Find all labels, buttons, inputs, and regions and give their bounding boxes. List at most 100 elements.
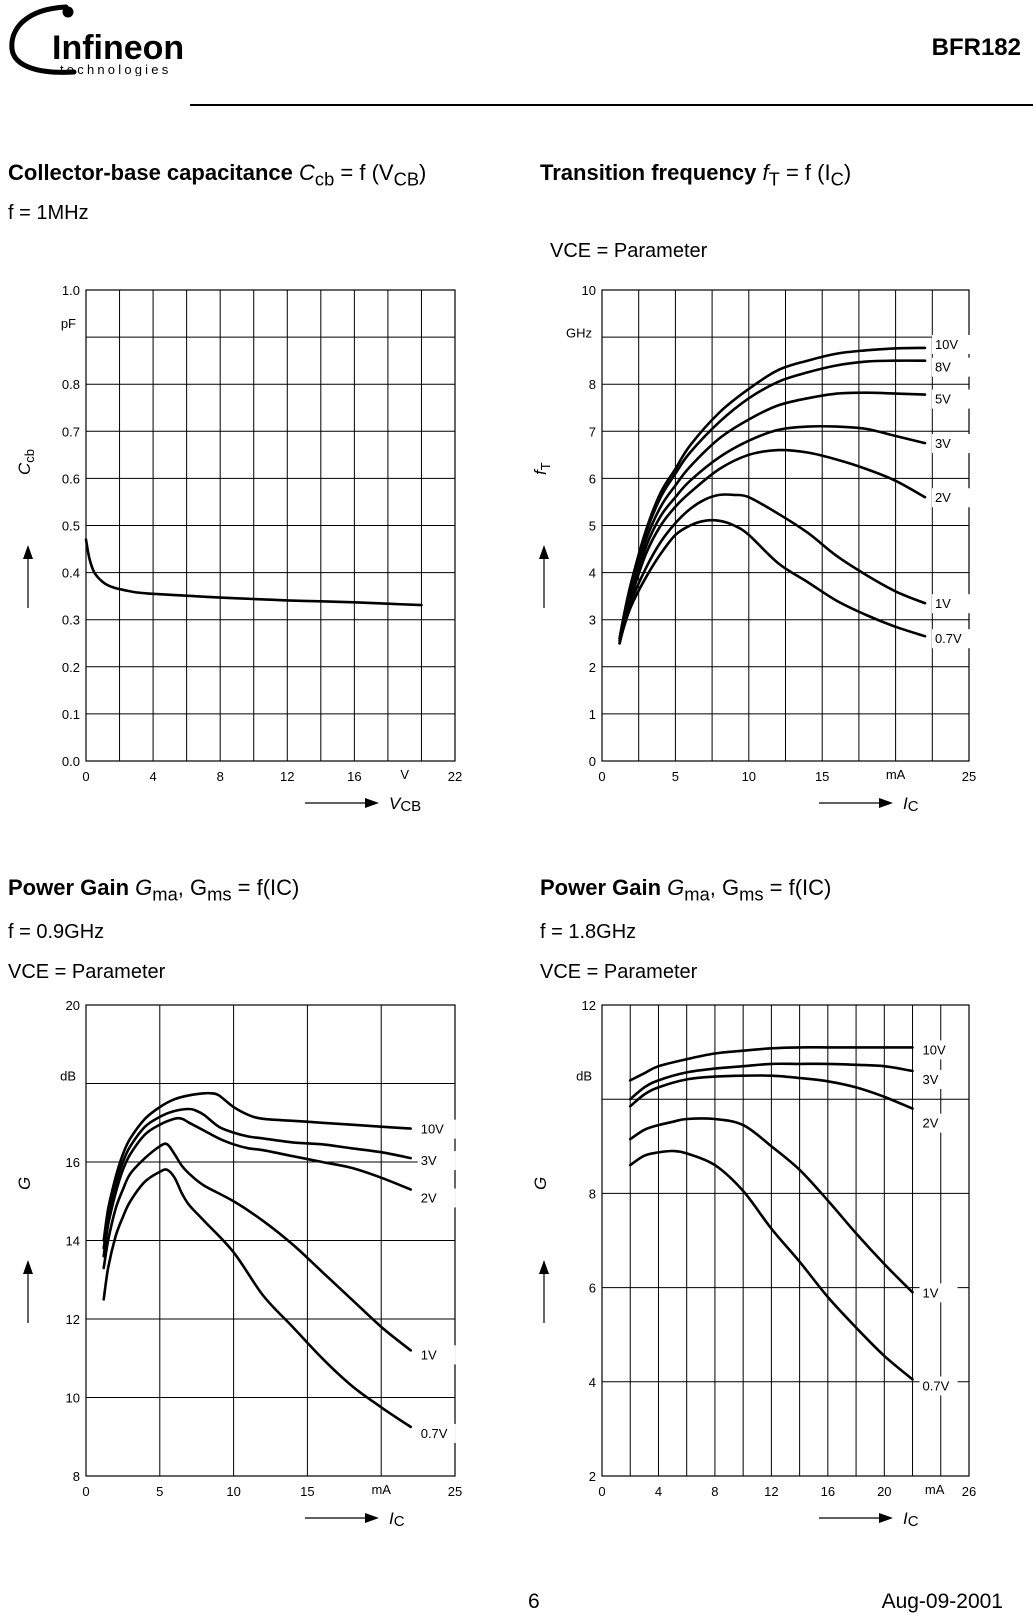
g18-title: Power Gain Gma, Gms = f(IC) bbox=[540, 875, 832, 905]
ft-series-line-3V bbox=[618, 424, 927, 643]
cap-ytick-label: 0.6 bbox=[62, 471, 80, 486]
g09-series-label: 0.7V bbox=[421, 1426, 448, 1441]
ft-series-line-10V bbox=[618, 346, 927, 640]
ft-series-label-bg bbox=[931, 629, 970, 649]
g09-ytick-label: 20 bbox=[66, 1000, 80, 1013]
ft-series-label-bg bbox=[931, 434, 970, 454]
g09-series-label: 2V bbox=[421, 1190, 437, 1205]
ft-xtick-label: 10 bbox=[742, 769, 756, 784]
g09-xtick-label: 15 bbox=[300, 1484, 314, 1499]
g09-series-line-2V bbox=[102, 1116, 412, 1258]
ft-series-label-bg bbox=[931, 389, 970, 409]
cap-xtick-label: 22 bbox=[448, 769, 462, 784]
ft-ytick-label: 3 bbox=[589, 613, 596, 628]
g09-series-label-bg bbox=[417, 1151, 456, 1171]
g18-x-axis-label: IC bbox=[903, 1509, 919, 1530]
ft-title: Transition frequency fT = f (IC) bbox=[540, 160, 852, 190]
ft-y-axis-label: fT bbox=[531, 462, 553, 475]
g18-ytick-label: 6 bbox=[589, 1281, 596, 1296]
g09-x-axis-label: IC bbox=[389, 1509, 405, 1530]
g09-series-label: 3V bbox=[421, 1153, 437, 1168]
cap-xtick-label: 12 bbox=[280, 769, 294, 784]
brand-name: Infineon bbox=[52, 29, 184, 67]
cap-ytick-label: 0.3 bbox=[62, 613, 80, 628]
g18-x-arrow-head-icon bbox=[879, 1513, 893, 1523]
g09-x-axis-sub: C bbox=[394, 1513, 405, 1530]
g09-chart: 8 10 12 14 16 20 0 5 10 15 25 dB mA G IC 10V 3V 2V 1V 0.7V bbox=[15, 1000, 462, 1530]
cap-ytick-label: 0.2 bbox=[62, 660, 80, 675]
cap-frame bbox=[85, 289, 456, 762]
cap-condition: f = 1MHz bbox=[8, 202, 89, 224]
ft-condition: VCE = Parameter bbox=[550, 240, 708, 262]
g18-chart: 2 4 6 8 12 0 4 8 12 16 20 26 dB mA G IC 10V 3V 2V 1V 0.7V bbox=[531, 1000, 976, 1530]
ft-series-line-1V bbox=[618, 493, 927, 645]
ft-ytick-label: 4 bbox=[589, 566, 596, 581]
cap-y-axis-sub: cb bbox=[22, 449, 37, 463]
g18-series-line-0.7V bbox=[628, 1149, 914, 1381]
ft-series-line-0.7V bbox=[618, 518, 927, 645]
g09-series-label: 1V bbox=[421, 1347, 437, 1362]
ft-series-label: 3V bbox=[935, 436, 951, 451]
brand-sub: technologies bbox=[60, 62, 171, 76]
ft-ytick-label: 1 bbox=[589, 707, 596, 722]
ft-series-line-5V bbox=[618, 391, 927, 643]
g09-series-label-bg bbox=[417, 1423, 456, 1443]
g18-frame bbox=[601, 1004, 970, 1477]
cap-ytick-label: 0.4 bbox=[62, 566, 80, 581]
g09-grid bbox=[85, 1004, 456, 1477]
g18-xtick-label: 26 bbox=[962, 1484, 976, 1499]
g09-title: Power Gain Gma, Gms = f(IC) bbox=[8, 875, 300, 905]
g09-ytick-label: 12 bbox=[66, 1312, 80, 1327]
g18-ytick-label: 8 bbox=[589, 1186, 596, 1201]
ft-series-label: 0.7V bbox=[935, 631, 962, 646]
ft-xtick-label: 25 bbox=[962, 769, 976, 784]
ft-series-label-bg bbox=[931, 357, 970, 377]
g09-ytick-label: 8 bbox=[73, 1469, 80, 1484]
g18-y-axis-label: G bbox=[531, 1177, 550, 1190]
ft-ytick-label: 7 bbox=[589, 424, 596, 439]
cap-xtick-label: 0 bbox=[82, 769, 89, 784]
g09-series-label-bg bbox=[417, 1345, 456, 1365]
part-number: BFR182 bbox=[931, 34, 1021, 61]
ft-ytick-label: 6 bbox=[589, 471, 596, 486]
ft-xtick-label: 0 bbox=[598, 769, 605, 784]
logo-dot-icon bbox=[62, 6, 74, 18]
g09-y-axis-label: G bbox=[15, 1177, 34, 1190]
ft-x-axis-sub: C bbox=[908, 798, 919, 815]
ft-ytick-label: 8 bbox=[589, 377, 596, 392]
g09-x-unit: mA bbox=[371, 1482, 391, 1497]
ft-series-label: 1V bbox=[935, 596, 951, 611]
g18-series-line-2V bbox=[628, 1074, 914, 1110]
g18-ytick-label: 2 bbox=[589, 1469, 596, 1484]
g09-xtick-label: 5 bbox=[156, 1484, 163, 1499]
ft-grid bbox=[601, 289, 970, 762]
ft-series-label: 2V bbox=[935, 490, 951, 505]
g09-series-line-0.7V bbox=[102, 1168, 412, 1429]
ft-series-label: 5V bbox=[935, 392, 951, 407]
ft-chart: 0 1 2 3 4 5 6 7 8 10 0 5 10 15 25 GHz mA fT IC 10V 8V 5V 3V 2V 1… bbox=[531, 285, 976, 815]
g09-series-label: 10V bbox=[421, 1122, 444, 1137]
cap-chart: 0.0 0.1 0.2 0.3 0.4 0.5 0.6 0.7 0.8 1.0 0 4 8 12 16 22 p… bbox=[15, 285, 462, 815]
g09-xtick-label: 25 bbox=[448, 1484, 462, 1499]
g18-x-axis-sub: C bbox=[908, 1513, 919, 1530]
ft-xtick-label: 5 bbox=[672, 769, 679, 784]
g09-series-line-10V bbox=[102, 1091, 412, 1242]
g18-xtick-label: 8 bbox=[711, 1484, 718, 1499]
ft-series-line-2V bbox=[618, 448, 927, 645]
g18-series-label: 2V bbox=[923, 1116, 939, 1131]
g18-xtick-label: 0 bbox=[598, 1484, 605, 1499]
cap-x-axis-label: VCB bbox=[389, 794, 421, 815]
g18-series-label-bg bbox=[919, 1069, 958, 1089]
g18-xtick-label: 20 bbox=[877, 1484, 891, 1499]
g18-series-label: 10V bbox=[923, 1042, 946, 1057]
cap-xtick-label: 8 bbox=[217, 769, 224, 784]
ft-x-arrow-head-icon bbox=[879, 798, 893, 808]
g18-series-label-bg bbox=[919, 1113, 958, 1133]
g18-series-label: 1V bbox=[923, 1285, 939, 1300]
infineon-logo: Infineon technologies bbox=[9, 4, 184, 76]
ft-series-label-bg bbox=[931, 594, 970, 614]
cap-ytick-label: 1.0 bbox=[62, 285, 80, 298]
g09-series-line-3V bbox=[102, 1107, 412, 1250]
g18-series-label-bg bbox=[919, 1283, 958, 1303]
g18-x-unit: mA bbox=[925, 1482, 945, 1497]
